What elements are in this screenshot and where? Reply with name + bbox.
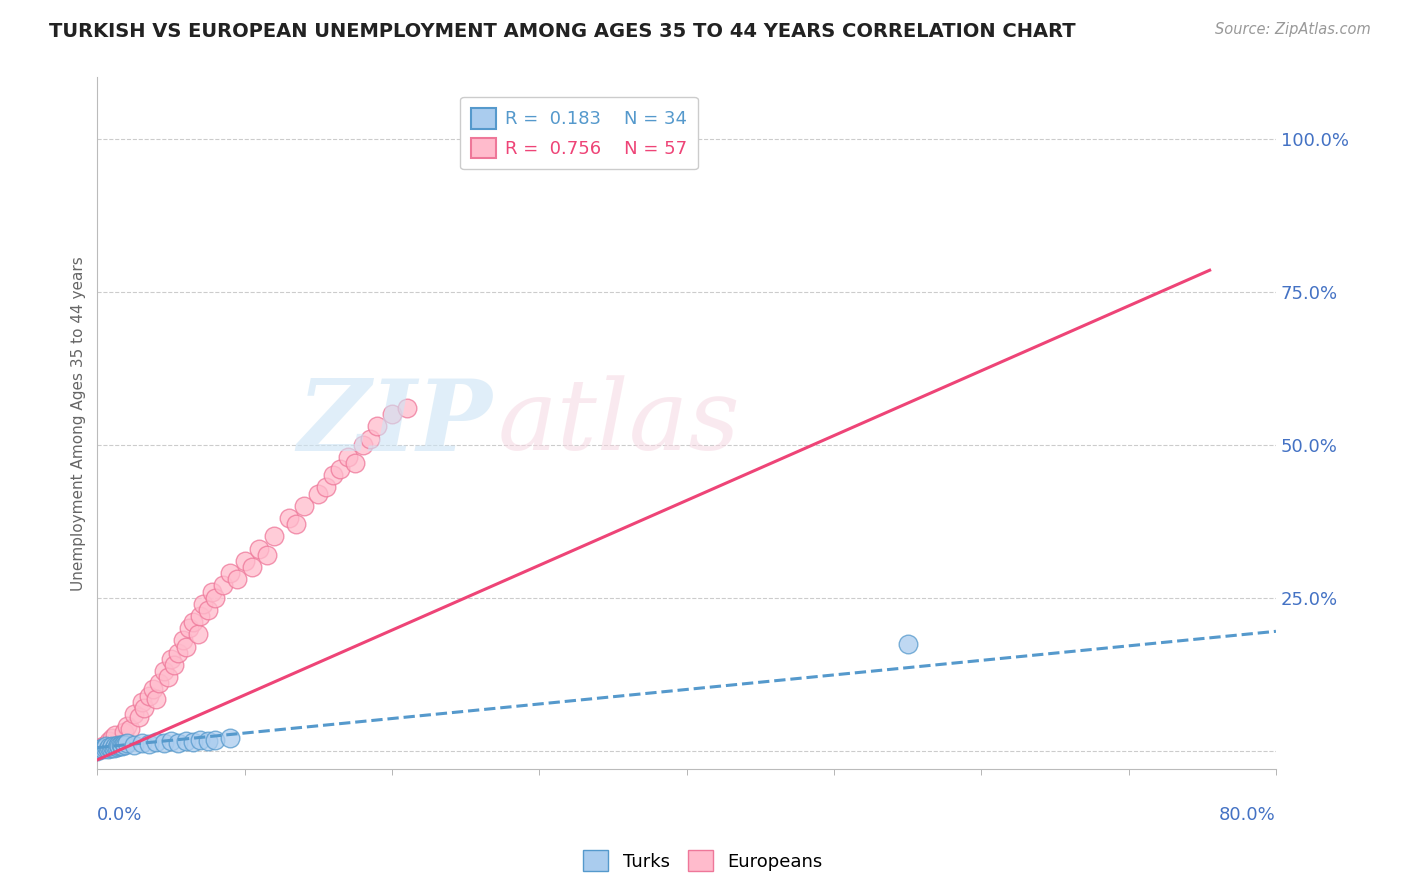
Point [277,511,299,525]
Point [177,621,200,635]
Point [263,529,285,543]
Point [181,735,204,749]
Point [131,695,153,709]
Point [226,572,249,586]
Point [204,732,226,747]
Point [219,731,242,746]
Point [115,719,138,733]
Point [96,738,118,752]
Point [167,646,190,660]
Point [197,603,219,617]
Point [91,742,114,756]
Point [108,739,131,754]
Point [285,517,308,532]
Text: atlas: atlas [498,376,741,471]
Point [256,548,278,562]
Point [211,578,233,592]
Point [193,597,215,611]
Text: Source: ZipAtlas.com: Source: ZipAtlas.com [1215,22,1371,37]
Point [186,627,208,641]
Legend: Turks, Europeans: Turks, Europeans [576,843,830,879]
Point [240,560,263,574]
Point [292,499,315,513]
Point [190,733,212,747]
Point [160,652,183,666]
Point [172,633,194,648]
Point [157,670,180,684]
Point [181,615,204,629]
Point [315,481,337,495]
Point [138,689,160,703]
Point [163,657,186,672]
Point [145,735,167,749]
Point [352,437,374,451]
Point [336,450,359,464]
Point [115,736,138,750]
Point [395,401,418,415]
Point [322,468,344,483]
Point [128,710,150,724]
Point [122,738,145,752]
Point [104,739,127,753]
Point [381,407,404,421]
Point [108,738,131,752]
Point [105,739,128,754]
Point [89,741,111,756]
Point [93,739,115,754]
Point [138,737,160,751]
Point [98,734,121,748]
Point [359,432,381,446]
Point [148,676,170,690]
Text: ZIP: ZIP [297,375,492,472]
Point [111,739,134,753]
Point [104,728,127,742]
Point [174,640,197,654]
Text: 80.0%: 80.0% [1219,805,1277,823]
Point [97,741,120,756]
Point [96,739,118,753]
Point [86,744,108,758]
Point [366,419,388,434]
Point [110,738,132,752]
Point [112,725,135,739]
Point [98,739,121,754]
Point [122,706,145,721]
Point [219,566,242,581]
Point [114,738,136,752]
Point [190,609,212,624]
Point [152,664,174,678]
Point [145,691,167,706]
Text: TURKISH VS EUROPEAN UNEMPLOYMENT AMONG AGES 35 TO 44 YEARS CORRELATION CHART: TURKISH VS EUROPEAN UNEMPLOYMENT AMONG A… [49,22,1076,41]
Point [204,591,226,605]
Point [160,734,183,748]
Point [197,734,219,748]
Point [100,741,122,756]
Point [329,462,352,476]
Point [167,736,190,750]
Point [107,738,129,752]
Point [201,584,224,599]
Point [344,456,367,470]
Legend: R =  0.183    N = 34, R =  0.756    N = 57: R = 0.183 N = 34, R = 0.756 N = 57 [460,97,697,169]
Point [249,541,271,556]
Point [152,736,174,750]
Point [91,739,114,753]
Point [101,731,124,746]
Point [90,740,112,755]
Point [233,554,256,568]
Point [93,741,115,756]
Point [103,740,125,755]
Point [134,701,156,715]
Y-axis label: Unemployment Among Ages 35 to 44 years: Unemployment Among Ages 35 to 44 years [72,256,86,591]
Point [142,682,165,697]
Point [112,737,135,751]
Point [101,739,124,754]
Point [897,636,920,650]
Point [307,486,329,500]
Point [131,736,153,750]
Point [118,723,141,737]
Point [174,734,197,748]
Text: 0.0%: 0.0% [97,805,143,823]
Point [89,741,111,756]
